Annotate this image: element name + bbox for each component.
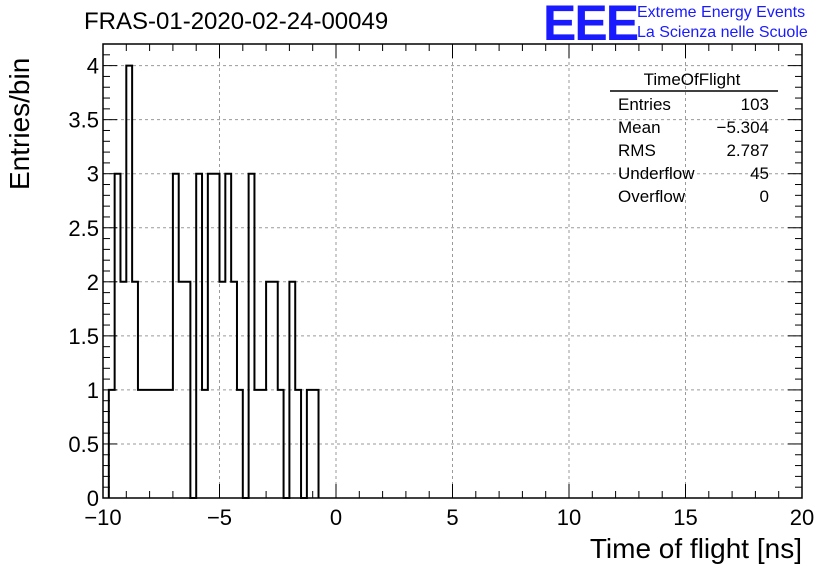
stats-row-label: Underflow: [618, 164, 695, 183]
y-tick-label: 0.5: [68, 432, 99, 457]
y-tick-label: 3: [87, 162, 99, 187]
stats-row-value: −5.304: [717, 118, 769, 137]
x-tick-label: 0: [330, 505, 342, 530]
x-tick-label: 15: [673, 505, 697, 530]
stats-row-value: 2.787: [726, 141, 769, 160]
chart-title: FRAS-01-2020-02-24-00049: [84, 8, 389, 35]
x-tick-label: −5: [207, 505, 232, 530]
y-tick-label: 1.5: [68, 324, 99, 349]
y-tick-label: 1: [87, 378, 99, 403]
stats-row-value: 0: [760, 187, 769, 206]
x-tick-label: 10: [557, 505, 581, 530]
stats-row-label: Mean: [618, 118, 661, 137]
x-tick-label: 20: [790, 505, 814, 530]
y-tick-label: 2.5: [68, 216, 99, 241]
eee-logo: EEE: [543, 0, 639, 51]
y-tick-label: 4: [87, 54, 99, 79]
stats-row-label: RMS: [618, 141, 656, 160]
y-axis-label: Entries/bin: [4, 57, 35, 190]
x-tick-label: 5: [446, 505, 458, 530]
logo-line-2: La Scienza nelle Scuole: [637, 24, 808, 41]
stats-box-title: TimeOfFlight: [644, 70, 741, 89]
stats-row-label: Entries: [618, 95, 671, 114]
x-tick-label: −10: [84, 505, 121, 530]
stats-row-value: 45: [750, 164, 769, 183]
y-tick-label: 3.5: [68, 108, 99, 133]
logo-line-1: Extreme Energy Events: [637, 4, 806, 21]
x-axis-label: Time of flight [ns]: [589, 533, 802, 564]
y-tick-label: 2: [87, 270, 99, 295]
y-tick-label: 0: [87, 486, 99, 511]
stats-row-label: Overflow: [618, 187, 686, 206]
stats-row-value: 103: [741, 95, 769, 114]
